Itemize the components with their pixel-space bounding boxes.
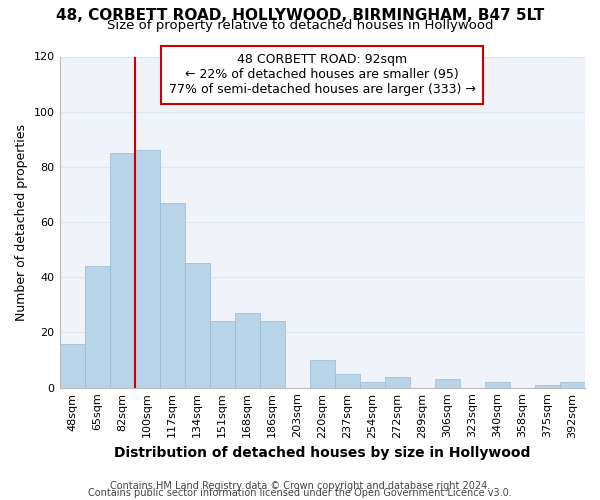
Bar (185, 264, 209, 388)
Bar (85, 266, 110, 388)
Bar (160, 203, 185, 388)
Bar (435, 380, 460, 388)
Bar (310, 360, 335, 388)
Bar (110, 153, 134, 388)
Text: 48 CORBETT ROAD: 92sqm
← 22% of detached houses are smaller (95)
77% of semi-det: 48 CORBETT ROAD: 92sqm ← 22% of detached… (169, 53, 476, 96)
Bar (535, 385, 560, 388)
Bar (485, 382, 510, 388)
Bar (59, 344, 85, 388)
Bar (335, 374, 360, 388)
Text: Contains HM Land Registry data © Crown copyright and database right 2024.: Contains HM Land Registry data © Crown c… (110, 481, 490, 491)
Y-axis label: Number of detached properties: Number of detached properties (15, 124, 28, 320)
Bar (360, 382, 385, 388)
Bar (134, 150, 160, 388)
Bar (260, 322, 285, 388)
Bar (235, 313, 260, 388)
Text: Size of property relative to detached houses in Hollywood: Size of property relative to detached ho… (107, 19, 493, 32)
X-axis label: Distribution of detached houses by size in Hollywood: Distribution of detached houses by size … (114, 446, 530, 460)
Text: Contains public sector information licensed under the Open Government Licence v3: Contains public sector information licen… (88, 488, 512, 498)
Bar (385, 376, 410, 388)
Text: 48, CORBETT ROAD, HOLLYWOOD, BIRMINGHAM, B47 5LT: 48, CORBETT ROAD, HOLLYWOOD, BIRMINGHAM,… (56, 8, 544, 22)
Bar (560, 382, 585, 388)
Bar (209, 322, 235, 388)
